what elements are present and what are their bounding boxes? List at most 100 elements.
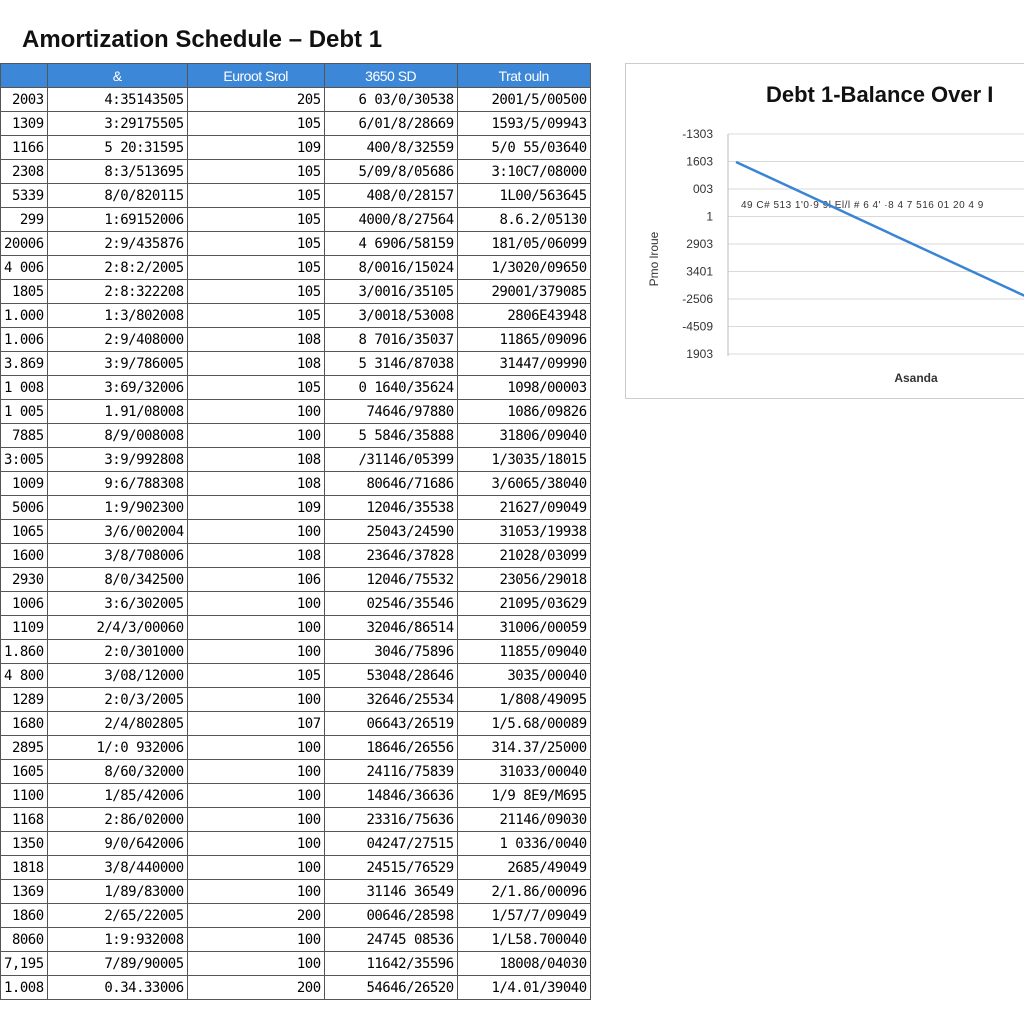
table-cell: 54646/26520: [323, 975, 458, 1000]
table-row: 1369 1/89/83000 100 31146 36549 2/1.86/00096: [0, 879, 591, 904]
table-cell: 1 008: [0, 375, 48, 400]
table-cell: 1/3035/18015: [456, 447, 591, 472]
table-cell: 8/0/342500: [46, 567, 188, 592]
table-cell: 2/1.86/00096: [456, 879, 591, 904]
table-cell: 1006: [0, 591, 48, 616]
table-cell: 06643/26519: [323, 711, 458, 736]
table-cell: 12046/35538: [323, 495, 458, 520]
table-cell: 11642/35596: [323, 951, 458, 976]
table-cell: 1/9 8E9/M695: [456, 783, 591, 808]
table-row: 1350 9/0/642006 100 04247/27515 1 0336/0040: [0, 831, 591, 856]
table-cell: 0 1640/35624: [323, 375, 458, 400]
table-row: 1065 3/6/002004 100 25043/24590 31053/19938: [0, 519, 591, 544]
table-cell: 3:9/786005: [46, 351, 188, 376]
table-cell: 02546/35546: [323, 591, 458, 616]
table-cell: 100: [186, 951, 325, 976]
table-cell: 4:35143505: [46, 87, 188, 112]
table-cell: 400/8/32559: [323, 135, 458, 160]
table-cell: 3035/00040: [456, 663, 591, 688]
table-row: 1009 9:6/788308 108 80646/71686 3/6065/38040: [0, 471, 591, 496]
table-cell: 32646/25534: [323, 687, 458, 712]
table-cell: 1/:0 932006: [46, 735, 188, 760]
table-cell: 31033/00040: [456, 759, 591, 784]
table-cell: 9/0/642006: [46, 831, 188, 856]
table-cell: 1593/5/09943: [456, 111, 591, 136]
table-cell: 4 006: [0, 255, 48, 280]
table-cell: 1:9/902300: [46, 495, 188, 520]
table-cell: 299: [0, 207, 48, 232]
table-cell: 11855/09040: [456, 639, 591, 664]
table-cell: 2806E43948: [456, 303, 591, 328]
table-row: 1600 3/8/708006 108 23646/37828 21028/03099: [0, 543, 591, 568]
table-cell: 1 0336/0040: [456, 831, 591, 856]
table-cell: 7885: [0, 423, 48, 448]
table-cell: 2308: [0, 159, 48, 184]
table-cell: 5 5846/35888: [323, 423, 458, 448]
table-row: 1309 3:29175505 105 6/01/8/28669 1593/5/0994…: [0, 111, 591, 136]
table-cell: 105: [186, 111, 325, 136]
table-cell: 3/8/708006: [46, 543, 188, 568]
table-row: 2308 8:3/513695 105 5/09/8/05686 3:10C7/0800…: [0, 159, 591, 184]
table-cell: 2:0/3/2005: [46, 687, 188, 712]
table-cell: 5006: [0, 495, 48, 520]
table-cell: 11865/09096: [456, 327, 591, 352]
table-cell: 5 20:31595: [46, 135, 188, 160]
table-cell: 1/808/49095: [456, 687, 591, 712]
table-cell: 8:3/513695: [46, 159, 188, 184]
table-cell: 3.869: [0, 351, 48, 376]
table-row: 1166 5 20:31595 109 400/8/32559 5/0 55/03640: [0, 135, 591, 160]
header-cell: &: [46, 63, 188, 88]
table-cell: 408/0/28157: [323, 183, 458, 208]
table-body: 2003 4:35143505 205 6 03/0/30538 2001/5/0050…: [0, 87, 591, 1000]
table-row: 4 006 2:8:2/2005 105 8/0016/15024 1/3020/096…: [0, 255, 591, 280]
table-cell: 6 03/0/30538: [323, 87, 458, 112]
table-cell: 24515/76529: [323, 855, 458, 880]
table-cell: 23056/29018: [456, 567, 591, 592]
table-cell: 2003: [0, 87, 48, 112]
table-cell: 23646/37828: [323, 543, 458, 568]
y-label: 1: [706, 210, 713, 224]
table-cell: 20006: [0, 231, 48, 256]
header-cell: 3650 SD: [323, 63, 458, 88]
table-cell: 31806/09040: [456, 423, 591, 448]
table-cell: 1 005: [0, 399, 48, 424]
table-cell: 21627/09049: [456, 495, 591, 520]
y-label: 1603: [686, 155, 713, 169]
table-cell: 108: [186, 447, 325, 472]
table-cell: 205: [186, 87, 325, 112]
table-cell: 3:69/32006: [46, 375, 188, 400]
table-cell: 1168: [0, 807, 48, 832]
table-cell: 1.91/08008: [46, 399, 188, 424]
y-label: 1903: [686, 347, 713, 361]
table-cell: 0.34.33006: [46, 975, 188, 1000]
table-cell: 100: [186, 879, 325, 904]
table-cell: 1/85/42006: [46, 783, 188, 808]
table-cell: 105: [186, 231, 325, 256]
header-cell: Trat ouln: [456, 63, 591, 88]
table-cell: 100: [186, 615, 325, 640]
table-cell: 29001/379085: [456, 279, 591, 304]
table-row: 3:005 3:9/992808 108/31146/05399 1/3035/180…: [0, 447, 591, 472]
table-row: 20006 2:9/435876 105 4 6906/58159 181/05/060…: [0, 231, 591, 256]
table-cell: 5 3146/87038: [323, 351, 458, 376]
table-cell: 7,195: [0, 951, 48, 976]
table-cell: 105: [186, 207, 325, 232]
table-cell: 80646/71686: [323, 471, 458, 496]
y-labels: -1303 1603 003 1 2903 3401 -2506 -4509 1903: [682, 127, 1024, 361]
table-cell: 32046/86514: [323, 615, 458, 640]
table-row: 1.006 2:9/408000 108 8 7016/35037 11865/0909…: [0, 327, 591, 352]
table-cell: 24116/75839: [323, 759, 458, 784]
table-cell: 04247/27515: [323, 831, 458, 856]
y-axis-title: Pmo lroue: [647, 231, 661, 286]
table-cell: 1805: [0, 279, 48, 304]
table-cell: 3/8/440000: [46, 855, 188, 880]
table-row: 1680 2/4/802805 107 06643/26519 1/5.68/00089: [0, 711, 591, 736]
header-cell: [0, 63, 48, 88]
table-cell: 3:6/302005: [46, 591, 188, 616]
table-cell: 105: [186, 303, 325, 328]
table-cell: 14846/36636: [323, 783, 458, 808]
table-cell: 3/0018/53008: [323, 303, 458, 328]
table-cell: 2930: [0, 567, 48, 592]
table-cell: 108: [186, 327, 325, 352]
